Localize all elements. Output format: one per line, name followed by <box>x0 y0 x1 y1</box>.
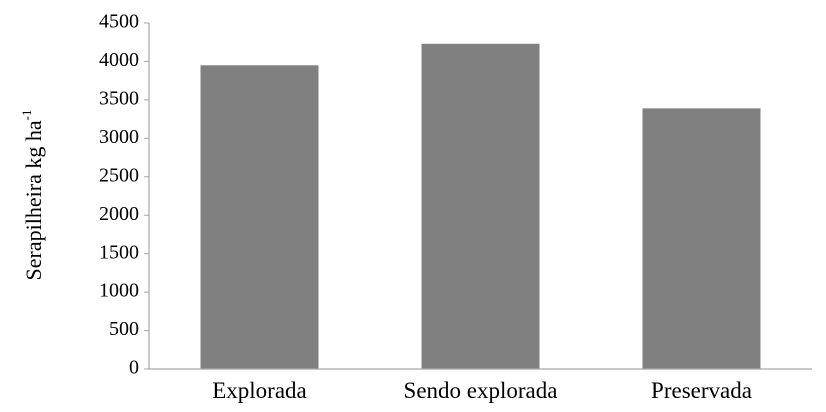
y-axis-title-superscript: -1 <box>19 110 34 121</box>
y-tick-label: 500 <box>109 318 139 340</box>
y-tick-label: 4000 <box>99 49 139 71</box>
y-tick-label: 1500 <box>99 241 139 263</box>
x-tick-label: Explorada <box>212 378 307 403</box>
bar <box>421 43 540 369</box>
y-axis-title: Serapilheira kg ha-1 <box>19 110 46 281</box>
bar <box>200 65 319 370</box>
y-tick-label: 3500 <box>99 87 139 109</box>
y-tick-label: 2500 <box>99 164 139 186</box>
axes-group <box>148 23 812 370</box>
y-tick-label: 0 <box>129 357 139 379</box>
y-tick-label: 4500 <box>99 11 139 33</box>
y-axis-title-main: Serapilheira kg ha <box>21 120 46 280</box>
y-tick-label: 2000 <box>99 203 139 225</box>
y-tick-label: 3000 <box>99 126 139 148</box>
x-tick-label: Sendo explorada <box>404 378 558 403</box>
x-tick-labels: Explorada Sendo explorada Preservada <box>212 378 752 403</box>
y-tick-labels: 0 500 1000 1500 2000 2500 3000 3500 4000 4500 <box>99 11 149 379</box>
y-axis-title-group: Serapilheira kg ha-1 <box>19 110 46 281</box>
bar <box>642 108 761 369</box>
y-tick-label: 1000 <box>99 280 139 302</box>
bars-group <box>200 43 761 370</box>
x-tick-label: Preservada <box>651 378 752 403</box>
